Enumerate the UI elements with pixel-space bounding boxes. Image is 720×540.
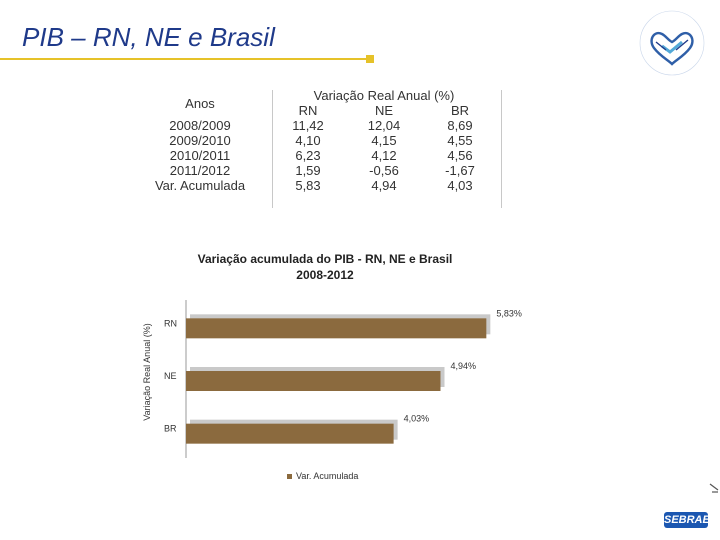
row-label: 2010/2011 <box>169 148 231 163</box>
heart-hands-seal-icon <box>632 8 712 78</box>
column-header-rn: RN <box>298 103 318 118</box>
table-cell: -0,56 <box>369 163 399 178</box>
table-row: Var. Acumulada 5,83 4,94 4,03 <box>130 178 498 193</box>
chart-title: Variação acumulada do PIB - RN, NE e Bra… <box>198 252 453 266</box>
table-cell: 1,59 <box>295 163 321 178</box>
table-row: 2009/2010 4,10 4,15 4,55 <box>130 133 498 148</box>
table-cell: 12,04 <box>367 118 401 133</box>
table-cell: -1,67 <box>445 163 475 178</box>
data-label: 4,03% <box>404 414 430 424</box>
plot-area: RN 5,83% NE 4,94% BR 4,03% <box>164 300 522 458</box>
column-header-ne: NE <box>374 103 394 118</box>
table-cell: 5,83 <box>295 178 321 193</box>
table-cell: 4,10 <box>295 133 321 148</box>
row-label: 2009/2010 <box>169 133 231 148</box>
table-row: 2010/2011 6,23 4,12 4,56 <box>130 148 498 163</box>
table-cell: 4,94 <box>371 178 397 193</box>
legend-label: Var. Acumulada <box>296 471 359 481</box>
table-cell: 8,69 <box>447 118 473 133</box>
corner-arrow-icon <box>709 483 719 493</box>
legend-swatch <box>287 473 292 479</box>
category-label: NE <box>164 371 177 381</box>
column-header-br: BR <box>450 103 470 118</box>
row-label: Var. Acumulada <box>154 178 246 193</box>
page-title: PIB – RN, NE e Brasil <box>22 22 275 52</box>
table-divider-left <box>272 90 273 208</box>
table-row: 2008/2009 11,42 12,04 8,69 <box>130 118 498 133</box>
table-divider-right <box>501 90 502 208</box>
table-row-header: Anos <box>185 95 215 111</box>
row-label: 2008/2009 <box>169 118 231 133</box>
y-axis-label: Variação Real Anual (%) <box>142 323 152 420</box>
title-underline <box>0 58 372 60</box>
chart-legend: Var. Acumulada <box>287 471 358 481</box>
table-cell: 4,15 <box>371 133 397 148</box>
category-label: RN <box>164 318 177 328</box>
data-label: 4,94% <box>450 361 476 371</box>
chart-subtitle: 2008-2012 <box>296 268 354 282</box>
table-cell: 11,42 <box>292 118 324 133</box>
table-cell: 4,56 <box>447 148 473 163</box>
title-underline-dot <box>366 55 374 63</box>
table-cell: 4,55 <box>447 133 473 148</box>
category-label: BR <box>164 424 177 434</box>
table-group-header: Variação Real Anual (%) <box>313 88 455 103</box>
sebrae-logo-icon: SEBRAE <box>664 512 710 528</box>
bar-br <box>186 423 394 444</box>
data-label: 5,83% <box>496 308 522 318</box>
bar-ne <box>186 371 441 391</box>
row-label: 2011/2012 <box>169 163 231 178</box>
table-row: 2011/2012 1,59 -0,56 -1,67 <box>130 163 498 178</box>
table-cell: 4,03 <box>447 178 473 193</box>
variation-table: Anos Variação Real Anual (%) RN NE BR 20… <box>130 88 498 193</box>
table-cell: 4,12 <box>371 148 397 163</box>
table-cell: 6,23 <box>295 148 321 163</box>
bar-rn <box>186 318 487 339</box>
